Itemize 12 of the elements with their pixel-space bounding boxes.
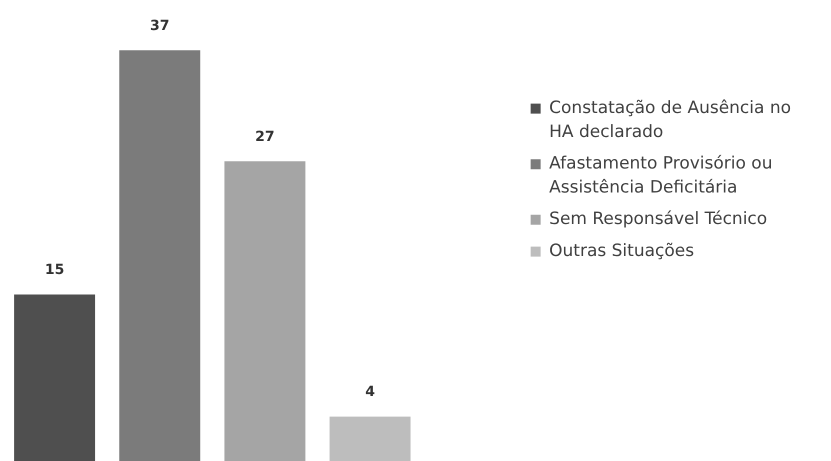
data-label: 15: [44, 262, 64, 278]
bar: [14, 294, 96, 461]
data-label: 27: [255, 128, 275, 145]
data-label: 37: [150, 18, 170, 34]
data-label: 4: [365, 384, 376, 400]
legend-label: Outras Situações: [549, 241, 694, 262]
legend-label: Afastamento Provisório ou Assistência Deficitária: [549, 154, 772, 198]
legend-label: Sem Responsável Técnico: [549, 209, 768, 230]
bar: [224, 161, 306, 461]
legend-label: Constatação de Ausência no HA declarado: [549, 98, 792, 142]
bar: [330, 416, 411, 461]
bar: [119, 50, 200, 461]
